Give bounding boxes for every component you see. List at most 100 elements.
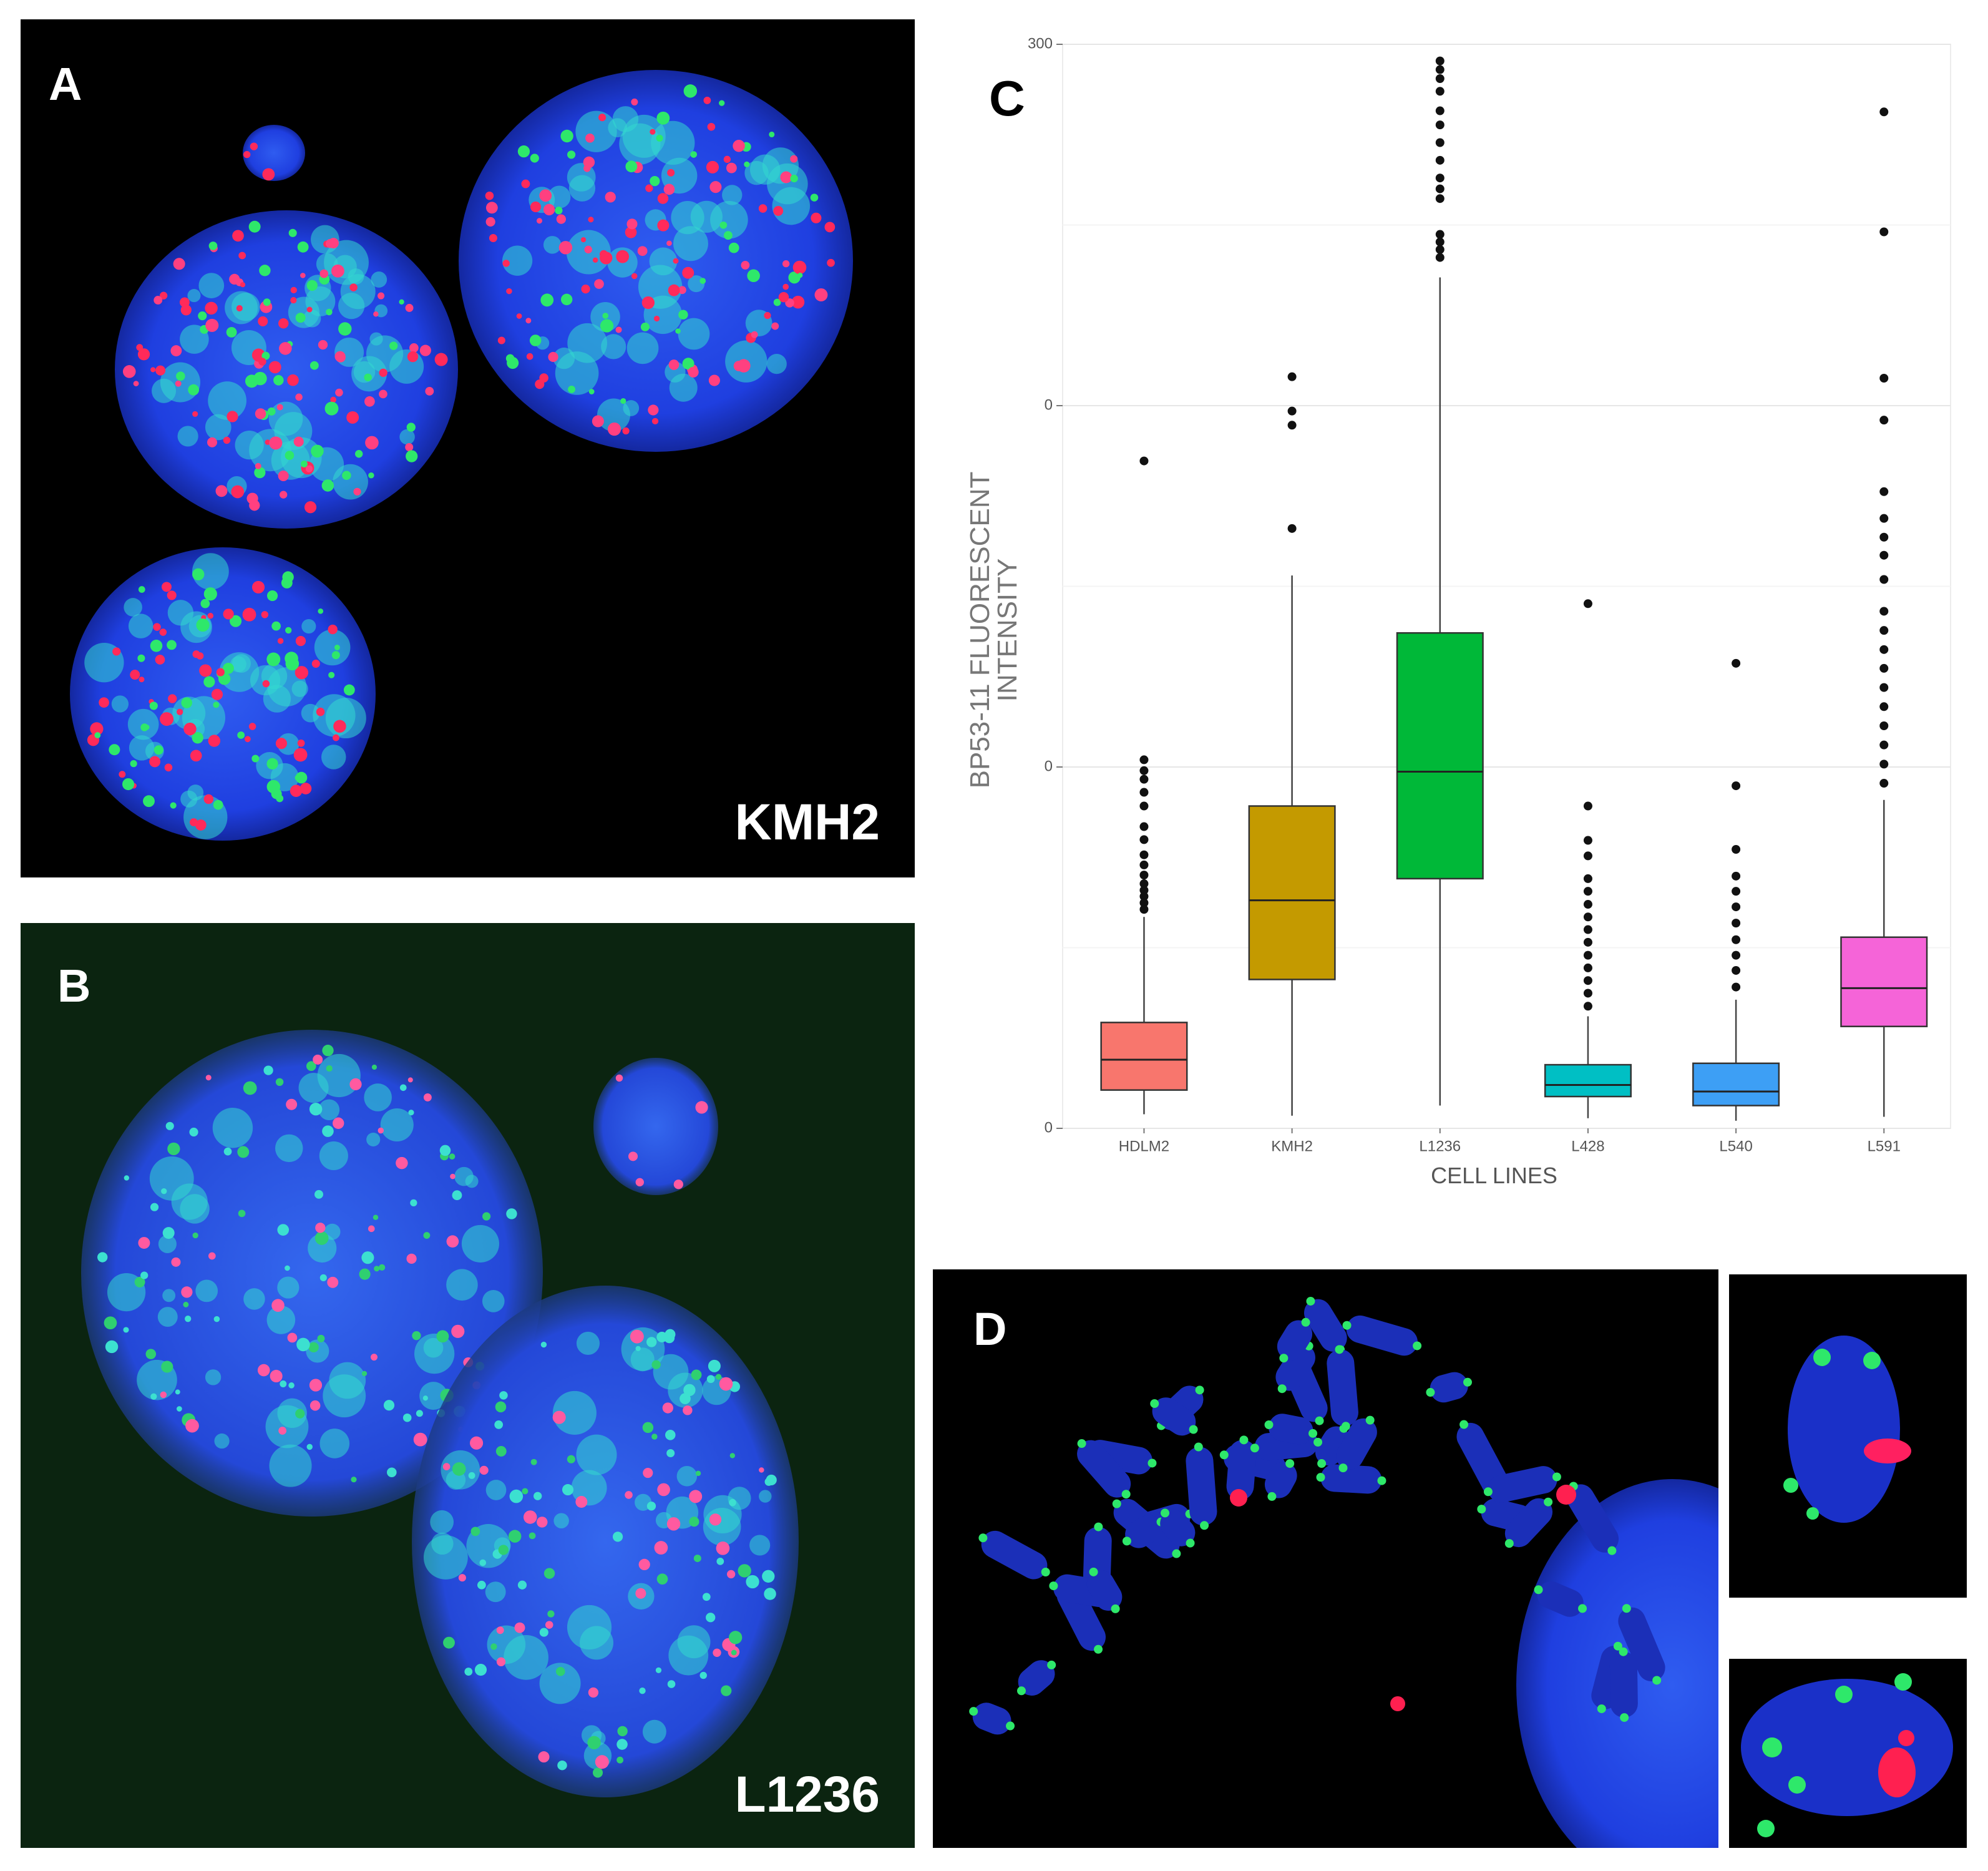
probe-signal (1306, 1296, 1315, 1306)
probe-signal (173, 258, 185, 270)
probe-signal (423, 1093, 432, 1102)
outlier (1139, 850, 1149, 859)
probe-signal (764, 1588, 776, 1600)
x-tick-label: L591 (1868, 1138, 1901, 1155)
probe-signal (1308, 1429, 1318, 1438)
probe-signal (378, 292, 385, 300)
chromatin-spot (205, 414, 231, 441)
probe-signal (331, 264, 344, 278)
probe-signal (1230, 1489, 1247, 1507)
chromosome (1226, 1440, 1257, 1500)
probe-signal (718, 100, 725, 106)
chromosome (1566, 1484, 1619, 1553)
probe-signal (1652, 1676, 1662, 1685)
chromatin-spot (668, 1635, 709, 1676)
probe-signal (368, 472, 374, 479)
outlier (1732, 935, 1741, 944)
probe-signal (155, 365, 166, 376)
outlier (1583, 989, 1592, 998)
outlier (1435, 74, 1445, 84)
chromatin-spot (268, 401, 303, 436)
probe-signal (258, 358, 266, 366)
probe-signal (396, 1156, 408, 1170)
probe-signal (167, 590, 177, 600)
probe-signal (159, 291, 168, 300)
nuclei (70, 70, 853, 841)
probe-signal (540, 1341, 547, 1348)
probe-signal (1426, 1388, 1435, 1397)
probe-signal (762, 1570, 775, 1583)
probe-signal (343, 684, 355, 696)
probe-signal (175, 1389, 180, 1395)
probe-signal (667, 169, 675, 177)
outlier (1583, 887, 1592, 896)
outlier (1435, 245, 1445, 254)
probe-signal (1864, 1439, 1911, 1463)
probe-signal (165, 1121, 174, 1130)
probe-signal (625, 1491, 633, 1499)
outlier (1583, 851, 1592, 861)
chromatin-spot (129, 735, 155, 761)
probe-signal (90, 722, 104, 736)
chromatin-spot (430, 1510, 454, 1534)
outlier (1879, 702, 1889, 711)
probe-signal (543, 1568, 555, 1579)
probe-signal (1006, 1721, 1015, 1731)
probe-signal (331, 651, 340, 660)
probe-signal (406, 1253, 417, 1264)
probe-signal (324, 401, 339, 416)
probe-signal (261, 351, 270, 360)
probe-signal (683, 84, 698, 98)
probe-signal (203, 676, 215, 688)
probe-signal (276, 404, 283, 411)
y-axis-label: INTENSITY (992, 559, 1023, 702)
outlier (1435, 120, 1445, 130)
probe-signal (548, 351, 558, 363)
probe-signal (267, 407, 276, 416)
probe-signal (709, 181, 722, 193)
probe-signal (650, 176, 660, 187)
chromatin-spot (319, 1141, 348, 1171)
outlier (1879, 550, 1889, 560)
probe-signal (747, 269, 760, 283)
probe-signal (477, 1580, 486, 1590)
probe-signal (145, 1349, 157, 1359)
probe-signal (631, 98, 638, 105)
probe-signal (442, 1463, 451, 1470)
chromatin-spot (649, 247, 678, 276)
probe-signal (557, 1760, 567, 1771)
probe-signal (203, 587, 217, 601)
probe-signal (266, 652, 281, 667)
probe-signal (446, 1235, 459, 1248)
outlier (1139, 456, 1149, 466)
outlier (1879, 779, 1889, 788)
probe-signal (535, 379, 545, 389)
chromatin-spot (619, 123, 661, 165)
outlier (1139, 822, 1149, 831)
probe-signal (1813, 1349, 1831, 1366)
chromatin-spot (318, 1099, 340, 1121)
chromatin-spot (548, 185, 571, 208)
probe-signal (1313, 1437, 1323, 1447)
probe-signal (594, 279, 604, 289)
probe-signal (474, 1664, 487, 1676)
probe-signal (593, 1767, 603, 1778)
probe-signal (277, 638, 284, 644)
probe-signal (124, 1175, 130, 1181)
probe-signal (724, 231, 733, 240)
probe-signal (373, 311, 379, 317)
probe-signal (183, 722, 197, 736)
outlier (1583, 874, 1592, 883)
probe-signal (168, 694, 177, 703)
probe-signal (253, 371, 267, 386)
probe-signal (1534, 1585, 1543, 1595)
probe-signal (682, 358, 694, 370)
chromatin-spot (157, 1307, 178, 1327)
probe-signal (149, 701, 158, 710)
chromosome (1336, 1418, 1377, 1470)
probe-signal (406, 423, 416, 432)
probe-signal (592, 257, 598, 263)
probe-signal (346, 411, 359, 424)
probe-signal (213, 701, 220, 708)
